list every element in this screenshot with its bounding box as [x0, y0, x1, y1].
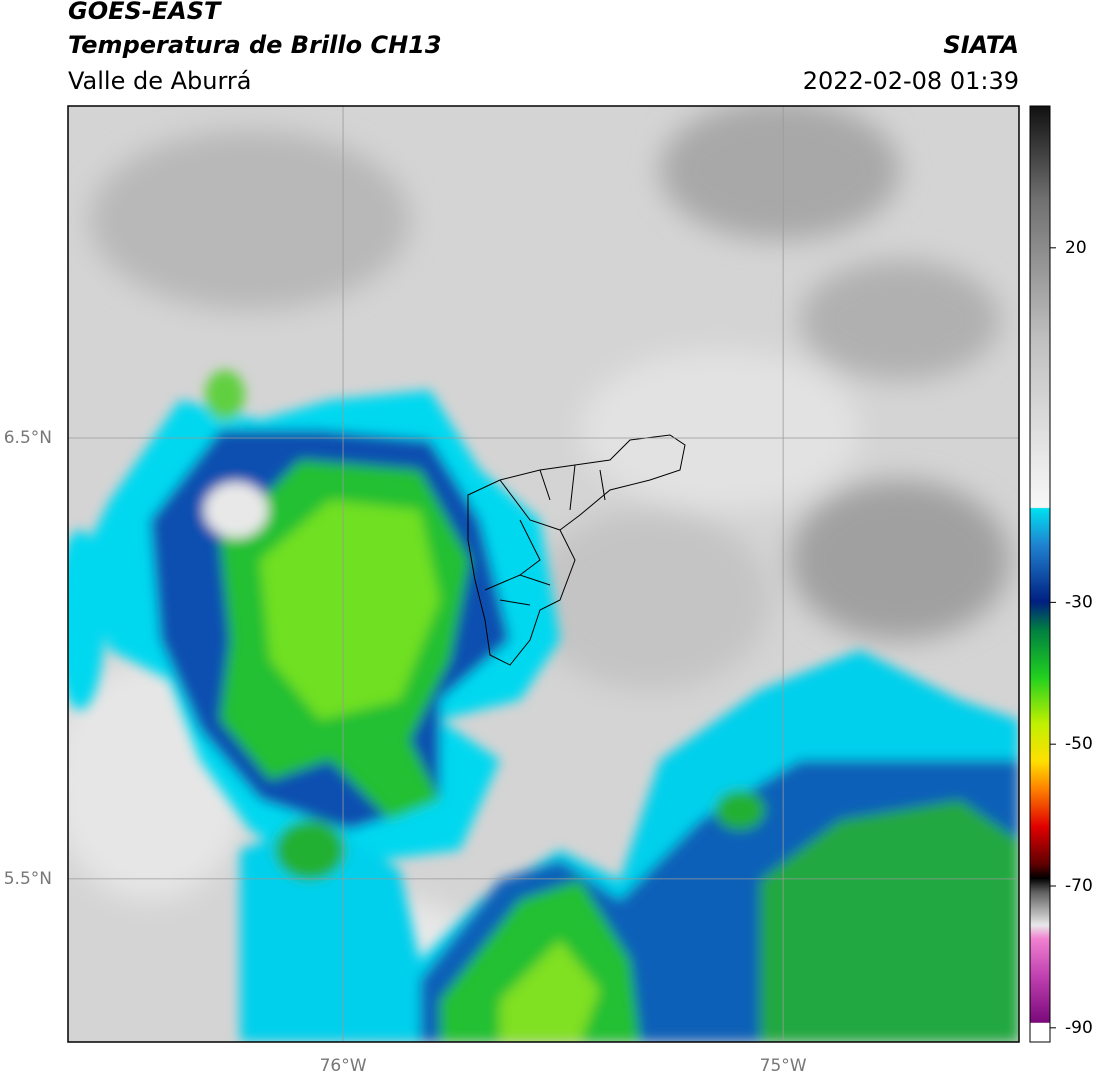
source: SIATA [943, 31, 1019, 59]
map-frame [67, 105, 1020, 1043]
datetime: 2022-02-08 01:39 [803, 67, 1019, 95]
municipality-borders [467, 434, 686, 666]
lon-tick-label: 76°W [320, 1056, 367, 1076]
region: Valle de Aburrá [68, 67, 252, 95]
colorbar-tick-label: -70 [1065, 876, 1093, 896]
colorbar-tick-label: 20 [1065, 238, 1087, 258]
colorbar [1029, 105, 1051, 1043]
subtitle: Temperatura de Brillo CH13 [68, 31, 442, 59]
lat-tick-label: 6.5°N [4, 428, 52, 448]
title: GOES-EAST [68, 0, 222, 25]
satellite-image [68, 106, 1019, 1042]
colorbar-tick-label: -50 [1065, 734, 1093, 754]
graticule [68, 106, 1019, 1042]
colorbar-tick-label: -90 [1065, 1018, 1093, 1038]
lat-tick-label: 5.5°N [4, 869, 52, 889]
lon-tick-label: 75°W [760, 1056, 807, 1076]
colorbar-tick-label: -30 [1065, 592, 1093, 612]
